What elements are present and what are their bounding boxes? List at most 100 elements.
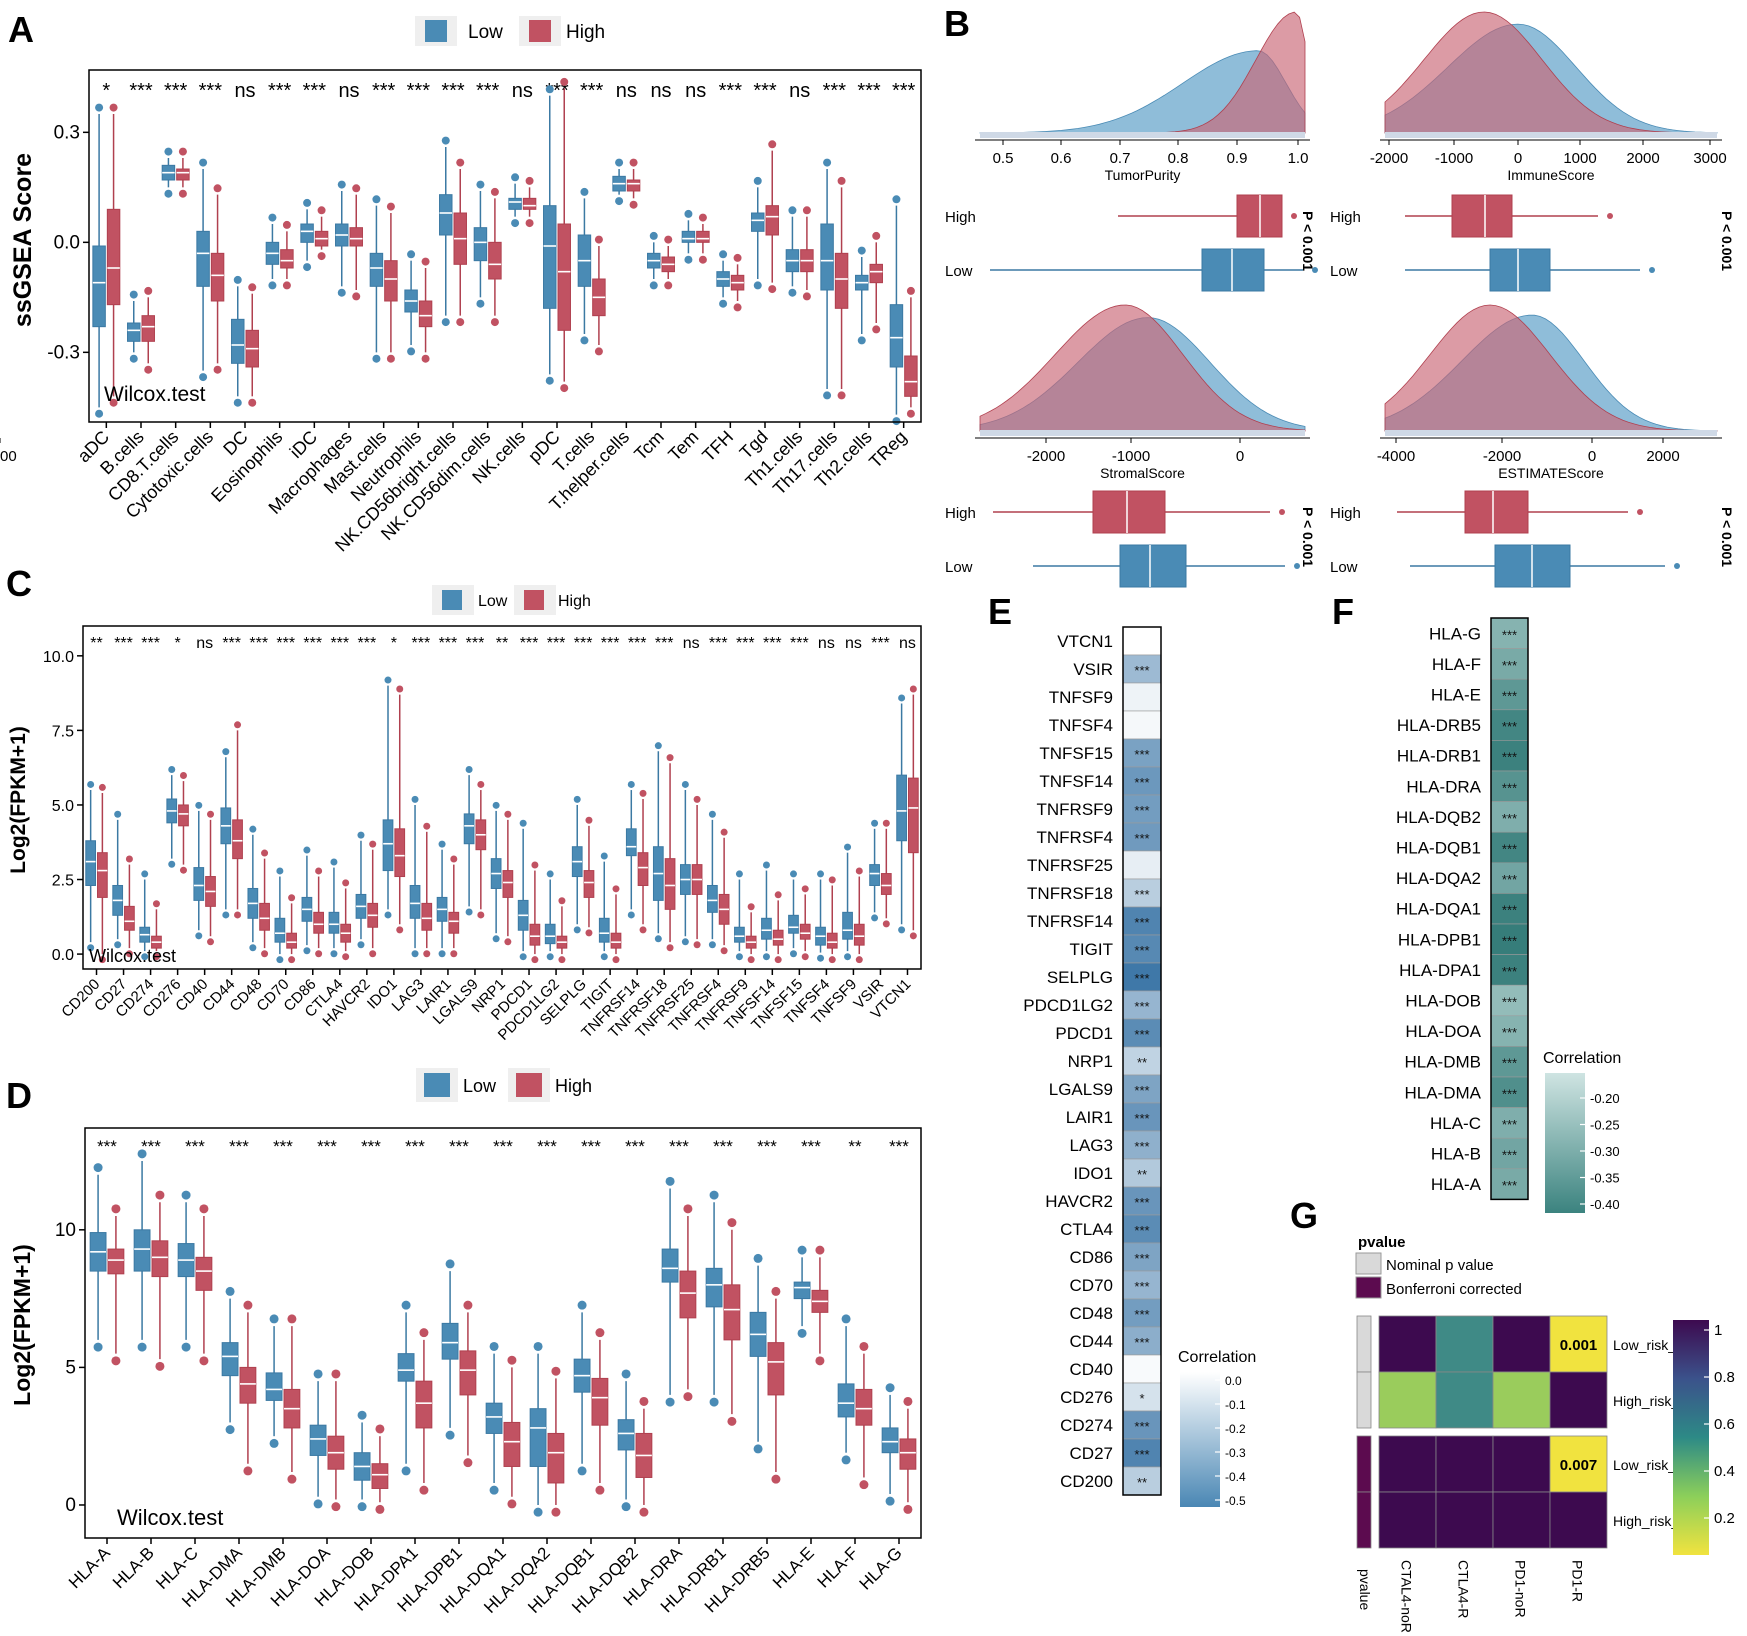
- outlier-low: [545, 376, 554, 385]
- outlier-low: [276, 867, 284, 875]
- heatmap-cell: [1122, 1354, 1162, 1384]
- x-tick-label: 2000: [1626, 150, 1659, 167]
- box-high: [547, 1432, 565, 1484]
- outlier-low: [222, 911, 230, 919]
- outlier-low: [665, 1176, 675, 1186]
- row-label: TNFRSF4: [1037, 828, 1114, 847]
- significance-label: ns: [789, 80, 810, 102]
- row-label: TIGIT: [1070, 940, 1113, 959]
- outlier-low: [313, 1499, 323, 1509]
- p-value-label: P < 0.001: [1300, 211, 1316, 271]
- outlier-high: [693, 941, 701, 949]
- outlier-high: [747, 903, 755, 911]
- x-tick-label: -2000: [1483, 448, 1521, 465]
- cell-significance: ***: [1502, 872, 1517, 887]
- box-high: [853, 923, 865, 946]
- outlier-high: [248, 283, 257, 292]
- cell-significance: ***: [1134, 915, 1149, 930]
- legend-g-title: pvalue: [1358, 1234, 1406, 1251]
- outlier-high: [872, 325, 881, 334]
- significance-label: ***: [273, 1137, 293, 1156]
- outlier-low: [445, 1259, 455, 1269]
- x-tick-label: 1.0: [1288, 150, 1309, 167]
- outlier-high: [698, 255, 707, 264]
- x-tick-label: -2000: [1027, 448, 1065, 465]
- significance-label: ***: [625, 1137, 645, 1156]
- column-label: CTLA4-R: [1456, 1560, 1472, 1618]
- panel-label-e: E: [988, 591, 1012, 632]
- heatmap-cell: [1492, 1371, 1551, 1429]
- box-low: [788, 914, 799, 934]
- significance-label: ***: [317, 1137, 337, 1156]
- outlier-high: [111, 1204, 121, 1214]
- box-low: [1119, 544, 1187, 588]
- box-low: [397, 1353, 415, 1382]
- outlier-high: [859, 1480, 869, 1490]
- legend-tick-label: 0.6: [1714, 1416, 1735, 1433]
- heatmap-cell: [1122, 654, 1162, 684]
- box-low: [881, 1427, 899, 1454]
- outlier-high: [282, 220, 291, 229]
- significance-label: ***: [276, 635, 295, 652]
- outlier-low: [841, 1314, 851, 1324]
- heatmap-cell: [1122, 1438, 1162, 1468]
- outlier-high: [595, 1485, 605, 1495]
- outlier-high: [727, 1218, 737, 1228]
- row-label: HLA-DOA: [1405, 1022, 1481, 1041]
- outlier-high: [125, 950, 133, 958]
- cell-significance: *: [1139, 1391, 1144, 1406]
- rug: [1385, 132, 1717, 138]
- y-tick-label: 10: [55, 1220, 76, 1241]
- outlier-high: [828, 956, 836, 964]
- outlier-low: [719, 250, 728, 259]
- outlier-low: [401, 1300, 411, 1310]
- outlier-high: [771, 1286, 781, 1296]
- row-label: IDO1: [1073, 1164, 1113, 1183]
- cell-value: 0.007: [1560, 1457, 1598, 1474]
- row-label: HLA-DRB5: [1397, 716, 1481, 735]
- box-high: [869, 263, 883, 284]
- box-low: [889, 304, 904, 368]
- heatmap-cell: [1435, 1435, 1494, 1493]
- significance-label: ***: [129, 80, 153, 102]
- box-high: [210, 252, 225, 302]
- legend-g-bonferroni-label: Bonferroni corrected: [1386, 1281, 1522, 1298]
- cell-significance: ***: [1134, 1111, 1149, 1126]
- outlier-high: [595, 1328, 605, 1338]
- box-high: [904, 355, 918, 397]
- outlier-high: [855, 956, 863, 964]
- row-label: CD44: [1070, 1332, 1113, 1351]
- outlier-high: [234, 911, 242, 919]
- row-label: HLA-C: [1430, 1114, 1481, 1133]
- outlier-low: [372, 354, 381, 363]
- outlier-low: [600, 953, 608, 961]
- outlier-high: [456, 158, 465, 167]
- significance-label: ns: [683, 635, 700, 652]
- row-label: TNFRSF14: [1027, 912, 1113, 931]
- outlier-low: [844, 843, 852, 851]
- box-low: [544, 923, 556, 945]
- row-label: HLA-DRA: [1406, 777, 1481, 796]
- outlier-low: [573, 795, 581, 803]
- outlier-low: [476, 180, 485, 189]
- outlier-low: [168, 860, 176, 868]
- legend-tick-label: -0.30: [1590, 1144, 1620, 1159]
- outlier-high: [98, 783, 106, 791]
- x-tick-label: 0.7: [1110, 150, 1131, 167]
- outlier-high: [317, 252, 326, 261]
- outlier-low: [753, 1444, 763, 1454]
- outlier-high: [287, 1314, 297, 1324]
- row-label: HLA-DRB1: [1397, 747, 1481, 766]
- outlier-low: [129, 354, 138, 363]
- row-label: CTLA4: [1060, 1220, 1113, 1239]
- heatmap-cell: [1490, 1015, 1529, 1047]
- x-tick-label: 0.9: [1227, 150, 1248, 167]
- x-axis-title: ESTIMATEScore: [1498, 465, 1604, 481]
- row-label: HLA-F: [1432, 655, 1481, 674]
- outlier-high: [178, 189, 187, 198]
- x-tick-label: -4000: [1377, 448, 1415, 465]
- outlier-high: [639, 926, 647, 934]
- outlier-high: [727, 1416, 737, 1426]
- panel-label-a: A: [8, 9, 34, 50]
- box-low: [133, 1229, 151, 1272]
